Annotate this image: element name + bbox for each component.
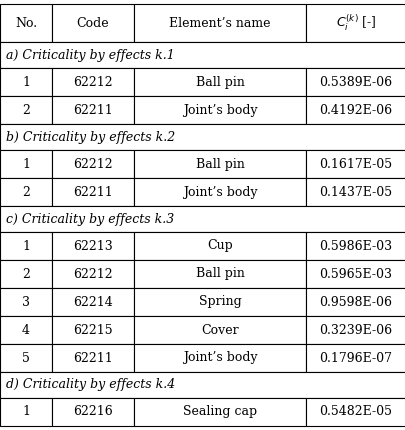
Bar bbox=[305, 260, 405, 288]
Text: c) Criticality by effects k.3: c) Criticality by effects k.3 bbox=[6, 212, 174, 225]
Bar bbox=[52, 68, 134, 96]
Text: 0.9598E-06: 0.9598E-06 bbox=[319, 295, 392, 308]
Text: 0.5389E-06: 0.5389E-06 bbox=[319, 76, 392, 89]
Text: Element’s name: Element’s name bbox=[169, 16, 270, 30]
Bar bbox=[0, 124, 405, 150]
Text: 4: 4 bbox=[22, 323, 30, 337]
Text: No.: No. bbox=[15, 16, 37, 30]
Text: Sealing cap: Sealing cap bbox=[183, 405, 256, 418]
Bar bbox=[52, 96, 134, 124]
Bar bbox=[305, 68, 405, 96]
Bar bbox=[0, 288, 52, 316]
Bar bbox=[52, 344, 134, 372]
Bar bbox=[0, 372, 405, 398]
Text: 62212: 62212 bbox=[73, 267, 113, 280]
Text: 2: 2 bbox=[22, 104, 30, 117]
Text: 62214: 62214 bbox=[73, 295, 113, 308]
Text: 0.4192E-06: 0.4192E-06 bbox=[319, 104, 392, 117]
Bar bbox=[305, 344, 405, 372]
Text: 62211: 62211 bbox=[73, 351, 113, 365]
Text: 0.1617E-05: 0.1617E-05 bbox=[319, 157, 392, 171]
Bar bbox=[52, 288, 134, 316]
Bar bbox=[52, 178, 134, 206]
Text: 62212: 62212 bbox=[73, 157, 113, 171]
Bar bbox=[305, 178, 405, 206]
Bar bbox=[0, 260, 52, 288]
Text: 62212: 62212 bbox=[73, 76, 113, 89]
Bar bbox=[52, 398, 134, 426]
Bar bbox=[0, 96, 52, 124]
Bar bbox=[0, 398, 52, 426]
Text: Joint’s body: Joint’s body bbox=[182, 351, 257, 365]
Bar bbox=[0, 4, 52, 42]
Bar bbox=[0, 178, 52, 206]
Text: d) Criticality by effects k.4: d) Criticality by effects k.4 bbox=[6, 378, 175, 391]
Text: 0.1796E-07: 0.1796E-07 bbox=[319, 351, 392, 365]
Text: 1: 1 bbox=[22, 405, 30, 418]
Bar bbox=[305, 316, 405, 344]
Bar bbox=[52, 232, 134, 260]
Bar bbox=[305, 4, 405, 42]
Text: Code: Code bbox=[77, 16, 109, 30]
Bar bbox=[52, 316, 134, 344]
Bar bbox=[134, 4, 305, 42]
Text: Ball pin: Ball pin bbox=[195, 267, 244, 280]
Text: Ball pin: Ball pin bbox=[195, 76, 244, 89]
Bar bbox=[52, 260, 134, 288]
Text: 0.5965E-03: 0.5965E-03 bbox=[319, 267, 392, 280]
Bar bbox=[305, 232, 405, 260]
Text: 2: 2 bbox=[22, 267, 30, 280]
Text: 62216: 62216 bbox=[73, 405, 113, 418]
Bar bbox=[134, 316, 305, 344]
Bar bbox=[0, 206, 405, 232]
Bar bbox=[52, 150, 134, 178]
Bar bbox=[134, 178, 305, 206]
Bar bbox=[134, 398, 305, 426]
Bar bbox=[134, 96, 305, 124]
Text: $C_i^{(k)}$ [-]: $C_i^{(k)}$ [-] bbox=[335, 13, 375, 33]
Text: Joint’s body: Joint’s body bbox=[182, 185, 257, 199]
Text: 0.5986E-03: 0.5986E-03 bbox=[319, 240, 392, 252]
Text: 1: 1 bbox=[22, 157, 30, 171]
Bar bbox=[134, 288, 305, 316]
Text: 62211: 62211 bbox=[73, 185, 113, 199]
Text: 5: 5 bbox=[22, 351, 30, 365]
Text: a) Criticality by effects k.1: a) Criticality by effects k.1 bbox=[6, 49, 174, 61]
Text: 1: 1 bbox=[22, 76, 30, 89]
Bar bbox=[0, 42, 405, 68]
Bar bbox=[0, 344, 52, 372]
Bar bbox=[305, 150, 405, 178]
Bar bbox=[134, 150, 305, 178]
Bar bbox=[305, 96, 405, 124]
Bar bbox=[305, 288, 405, 316]
Text: Ball pin: Ball pin bbox=[195, 157, 244, 171]
Text: 62215: 62215 bbox=[73, 323, 113, 337]
Bar bbox=[305, 398, 405, 426]
Text: Joint’s body: Joint’s body bbox=[182, 104, 257, 117]
Bar bbox=[134, 68, 305, 96]
Text: 1: 1 bbox=[22, 240, 30, 252]
Text: Cover: Cover bbox=[201, 323, 238, 337]
Bar bbox=[134, 260, 305, 288]
Bar bbox=[0, 232, 52, 260]
Text: Spring: Spring bbox=[198, 295, 241, 308]
Text: 0.5482E-05: 0.5482E-05 bbox=[319, 405, 392, 418]
Bar bbox=[0, 150, 52, 178]
Text: Cup: Cup bbox=[207, 240, 232, 252]
Bar bbox=[0, 68, 52, 96]
Text: 2: 2 bbox=[22, 185, 30, 199]
Text: 0.3239E-06: 0.3239E-06 bbox=[319, 323, 392, 337]
Text: 62213: 62213 bbox=[73, 240, 113, 252]
Bar bbox=[52, 4, 134, 42]
Bar bbox=[134, 232, 305, 260]
Text: 0.1437E-05: 0.1437E-05 bbox=[319, 185, 392, 199]
Text: b) Criticality by effects k.2: b) Criticality by effects k.2 bbox=[6, 130, 175, 144]
Text: 62211: 62211 bbox=[73, 104, 113, 117]
Bar bbox=[0, 316, 52, 344]
Text: 3: 3 bbox=[22, 295, 30, 308]
Bar bbox=[134, 344, 305, 372]
